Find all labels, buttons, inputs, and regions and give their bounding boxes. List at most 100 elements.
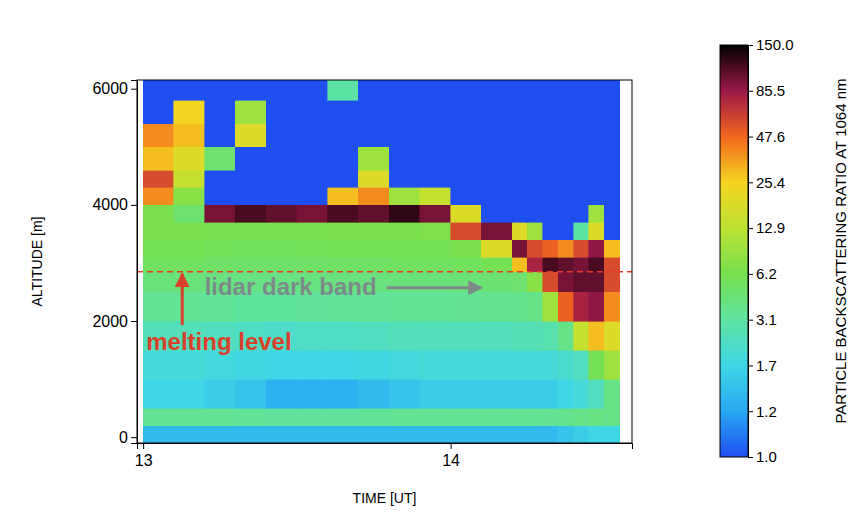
- heatmap-cell: [481, 205, 512, 222]
- heatmap-cell: [389, 205, 420, 222]
- heatmap-cell: [420, 426, 451, 443]
- heatmap-cell: [420, 124, 451, 147]
- heatmap-cell: [205, 257, 236, 272]
- heatmap-cell: [297, 321, 328, 350]
- heatmap-cell: [604, 272, 619, 292]
- heatmap-cell: [235, 205, 266, 222]
- colorbar-tick: 6.2: [748, 265, 777, 282]
- heatmap-cell: [297, 170, 328, 187]
- colorbar-tick-label: 1.0: [756, 448, 777, 465]
- heatmap-cell: [451, 187, 482, 204]
- heatmap-cell: [527, 379, 542, 408]
- colorbar-tick: 150.0: [748, 36, 794, 53]
- colorbar-tick-label: 12.9: [756, 219, 785, 236]
- y-axis: 0200040006000: [92, 80, 137, 445]
- heatmap-cell: [328, 350, 359, 379]
- heatmap-cell: [235, 379, 266, 408]
- heatmap-cell: [558, 187, 573, 204]
- heatmap-cell: [543, 350, 558, 379]
- heatmap-cell: [235, 147, 266, 170]
- heatmap-cell: [604, 222, 619, 239]
- heatmap-cell: [543, 408, 558, 425]
- heatmap-cell: [174, 187, 205, 204]
- colorbar-tick-mark: [748, 457, 753, 458]
- heatmap-cell: [266, 187, 297, 204]
- heatmap-cell: [328, 257, 359, 272]
- x-tick-mark: [451, 443, 452, 449]
- heatmap-cell: [205, 100, 236, 123]
- y-tick-label: 2000: [92, 313, 128, 330]
- heatmap-cell: [589, 292, 604, 321]
- colorbar-tick-label: 1.7: [756, 357, 777, 374]
- heatmap-cell: [604, 257, 619, 272]
- heatmap-cell: [297, 379, 328, 408]
- annotation: lidar dark band: [205, 273, 377, 300]
- heatmap-cell: [589, 124, 604, 147]
- heatmap-cell: [235, 408, 266, 425]
- heatmap-cell: [589, 321, 604, 350]
- heatmap-cell: [558, 272, 573, 292]
- heatmap-cell: [451, 205, 482, 222]
- heatmap-cell: [389, 170, 420, 187]
- heatmap-cell: [328, 240, 359, 257]
- x-axis-line: [138, 444, 633, 450]
- colorbar-title: PARTICLE BACKSCATTERING RATIO AT 1064 nm: [832, 78, 849, 423]
- heatmap-cell: [527, 350, 542, 379]
- heatmap-cell: [481, 379, 512, 408]
- heatmap-cell: [143, 240, 174, 257]
- heatmap-cell: [574, 124, 589, 147]
- colorbar-tick-mark: [748, 91, 753, 92]
- heatmap-cell: [420, 240, 451, 257]
- heatmap-cell: [604, 292, 619, 321]
- heatmap-cell: [174, 257, 205, 272]
- x-tick: 13: [135, 443, 153, 469]
- heatmap-cell: [512, 292, 527, 321]
- colorbar-tick-label: 85.5: [756, 82, 785, 99]
- heatmap-cell: [481, 124, 512, 147]
- heatmap-cell: [589, 240, 604, 257]
- heatmap-cell: [543, 100, 558, 123]
- heatmap-cell: [481, 321, 512, 350]
- heatmap-cell: [558, 205, 573, 222]
- heatmap-cell: [574, 292, 589, 321]
- heatmap-cell: [389, 147, 420, 170]
- heatmap-cell: [451, 222, 482, 239]
- heatmap-cell: [174, 272, 205, 292]
- heatmap-cell: [235, 257, 266, 272]
- heatmap-cell: [358, 170, 389, 187]
- plot-background: [137, 80, 632, 443]
- colorbar-tick-label: 3.1: [756, 311, 777, 328]
- heatmap-cell: [235, 426, 266, 443]
- heatmap-cell: [328, 426, 359, 443]
- y-axis-title: ALTITUDE [m]: [29, 217, 45, 307]
- heatmap-cell: [589, 80, 604, 100]
- heatmap-cell: [574, 205, 589, 222]
- heatmap-cell: [481, 222, 512, 239]
- heatmap-cell: [266, 240, 297, 257]
- heatmap-cell: [589, 187, 604, 204]
- heatmap-cell: [527, 205, 542, 222]
- heatmap-cell: [297, 222, 328, 239]
- heatmap-cell: [481, 257, 512, 272]
- heatmap-cell: [589, 222, 604, 239]
- heatmap-cell: [389, 426, 420, 443]
- heatmap-cell: [205, 240, 236, 257]
- heatmap-cell: [527, 222, 542, 239]
- heatmap-cell: [389, 321, 420, 350]
- heatmap-cell: [604, 124, 619, 147]
- heatmap-cell: [389, 124, 420, 147]
- heatmap-cell: [558, 257, 573, 272]
- heatmap-cell: [543, 80, 558, 100]
- heatmap-cell: [604, 240, 619, 257]
- heatmap-cell: [512, 187, 527, 204]
- colorbar-axis-line: [749, 46, 754, 458]
- heatmap-cell: [589, 379, 604, 408]
- heatmap-cell: [451, 379, 482, 408]
- heatmap-cell: [389, 257, 420, 272]
- heatmap-cell: [420, 100, 451, 123]
- heatmap-cell: [512, 321, 527, 350]
- heatmap-cell: [527, 257, 542, 272]
- heatmap-cell: [481, 80, 512, 100]
- heatmap-cell: [527, 292, 542, 321]
- heatmap-cell: [205, 187, 236, 204]
